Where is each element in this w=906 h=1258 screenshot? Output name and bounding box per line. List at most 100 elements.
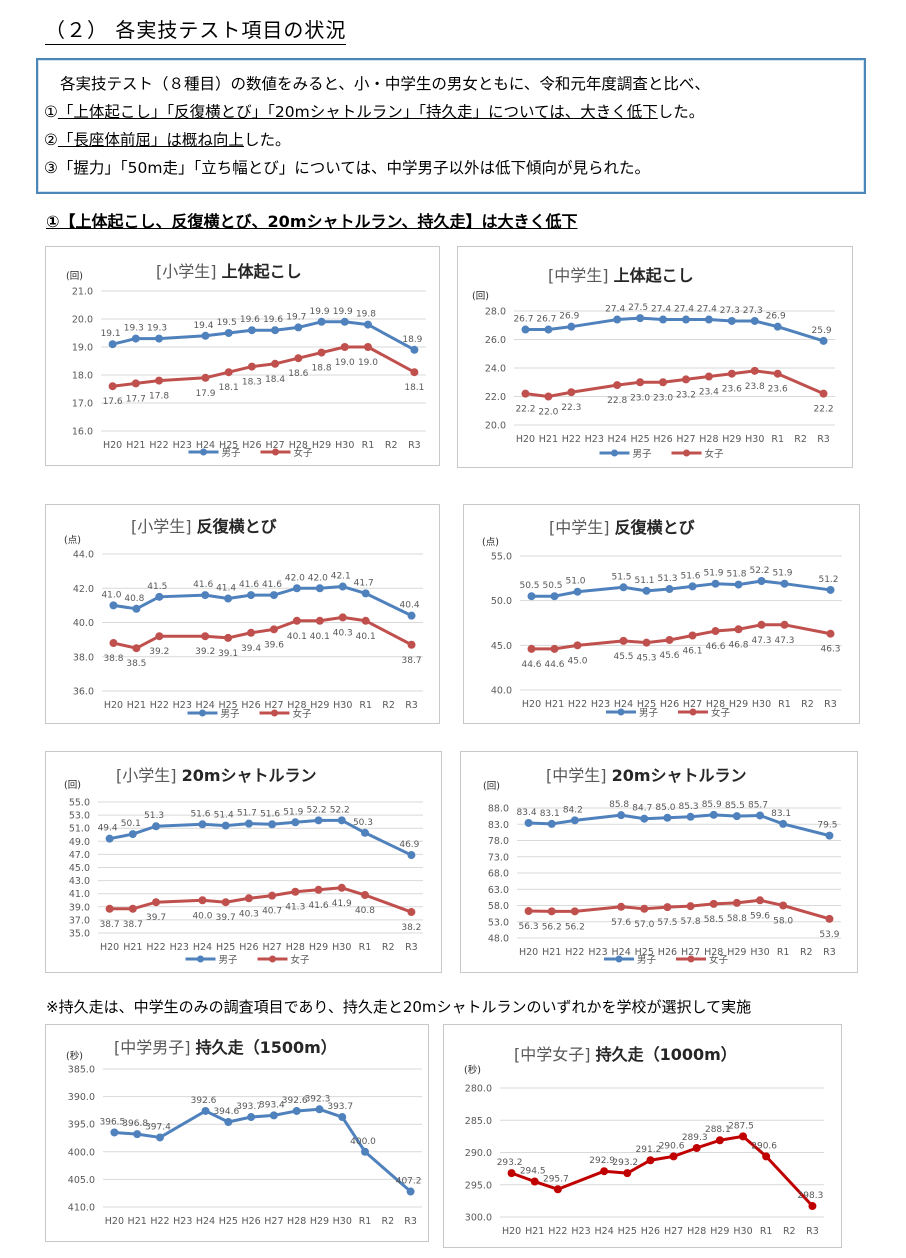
chart-panel-c2: [中学生] 上体起こし (回) 20.0 22.0 24.0 26.0 28.0 H20 H21… (457, 246, 853, 468)
summary-end: した。 (243, 131, 291, 149)
data-point (567, 322, 576, 331)
data-label: 400.0 (350, 1137, 376, 1147)
data-label: 27.4 (605, 305, 625, 315)
x-tick-label: H21 (127, 700, 146, 711)
chart-title-text: 上体起こし (614, 266, 694, 285)
legend-boys-marker (199, 709, 206, 717)
data-point (780, 579, 789, 588)
data-label: 41.6 (193, 580, 213, 590)
data-point (665, 635, 674, 644)
data-point (636, 378, 645, 387)
summary-line-1: 各実技テスト（８種目）の数値をみると、小・中学生の男女ともに、令和元年度調査と比… (60, 75, 710, 93)
data-point (407, 908, 416, 917)
data-label: 23.6 (768, 385, 788, 395)
data-point (247, 591, 256, 600)
y-tick-label: 49.0 (69, 837, 90, 848)
data-point (544, 392, 553, 401)
data-point (363, 343, 372, 351)
data-point (109, 639, 118, 648)
x-tick-label: H26 (658, 947, 677, 958)
data-label: 22.8 (607, 396, 627, 406)
data-label: 46.6 (705, 642, 725, 652)
data-point (221, 821, 230, 830)
data-label: 23.8 (745, 382, 765, 392)
data-point (155, 592, 164, 601)
data-point (547, 907, 556, 916)
y-unit-label: (回) (66, 271, 83, 282)
data-label: 18.8 (312, 364, 332, 374)
data-point (292, 584, 301, 593)
data-label: 18.4 (265, 375, 285, 385)
data-label: 397.4 (145, 1122, 171, 1132)
data-label: 19.9 (333, 307, 353, 317)
data-label: 38.7 (402, 656, 422, 666)
data-label: 56.2 (542, 922, 562, 932)
y-tick-label: 22.0 (485, 392, 506, 403)
y-tick-label: 285.0 (465, 1116, 492, 1127)
legend-girls-marker (687, 955, 695, 963)
legend-girls-marker (689, 708, 697, 716)
data-label: 293.2 (497, 1158, 523, 1168)
data-point (407, 640, 416, 649)
data-point (338, 613, 347, 622)
y-tick-label: 21.0 (72, 287, 93, 298)
x-tick-label: H20 (100, 942, 119, 953)
chart-title: [小学生] 上体起こし (156, 262, 302, 281)
data-label: 40.8 (124, 594, 144, 604)
y-tick-label: 400.0 (68, 1147, 95, 1158)
data-point (133, 1130, 142, 1139)
data-label: 41.4 (216, 584, 236, 594)
data-point (711, 579, 720, 588)
data-point (105, 834, 114, 843)
data-point (623, 1169, 632, 1178)
data-point (663, 813, 672, 822)
y-tick-label: 53.0 (69, 811, 90, 822)
x-tick-label: H22 (150, 1216, 169, 1227)
data-label: 52.2 (307, 805, 327, 815)
data-label: 19.1 (101, 329, 121, 339)
data-label: 40.0 (192, 911, 212, 921)
data-label: 47.3 (751, 636, 771, 646)
data-label: 23.4 (699, 388, 719, 398)
x-tick-label: H23 (585, 434, 604, 445)
x-tick-label: H30 (745, 434, 764, 445)
data-label: 27.3 (743, 306, 763, 316)
data-label: 38.7 (123, 920, 143, 930)
chart-panel-c3: [小学生] 反復横とび (点) 36.0 38.0 40.0 42.0 44.0 H20 H21… (45, 504, 440, 724)
legend-girls-marker (272, 448, 279, 456)
x-tick-label: H22 (562, 434, 581, 445)
data-point (617, 811, 626, 820)
summary-text: は概ね向上 (166, 131, 244, 149)
data-point (711, 627, 720, 636)
data-point (826, 629, 835, 638)
data-label: 53.9 (819, 930, 839, 940)
data-point (224, 633, 233, 642)
x-tick-label: H22 (146, 942, 165, 953)
data-point (553, 1185, 562, 1194)
data-point (570, 816, 579, 825)
data-label: 19.8 (356, 310, 376, 320)
y-tick-label: 40.0 (491, 686, 512, 697)
data-point (155, 1133, 164, 1142)
data-label: 298.3 (798, 1191, 824, 1201)
data-point (361, 1147, 370, 1156)
x-tick-label: R1 (359, 700, 372, 711)
data-point (819, 336, 828, 345)
x-tick-label: R1 (778, 699, 791, 710)
x-tick-label: R1 (362, 440, 375, 451)
data-point (521, 325, 530, 334)
data-label: 41.9 (332, 899, 352, 909)
data-point (294, 354, 303, 363)
y-tick-label: 63.0 (488, 885, 509, 896)
data-point (715, 1136, 724, 1145)
marker: ① (44, 103, 58, 121)
x-tick-label: R3 (817, 434, 830, 445)
x-tick-label: R2 (385, 440, 398, 451)
data-point (201, 373, 210, 382)
chart-title-text: 反復横とび (615, 518, 696, 537)
data-point (613, 315, 622, 324)
y-tick-label: 44.0 (73, 550, 94, 561)
x-tick-label: H21 (126, 440, 145, 451)
x-tick-label: H29 (312, 440, 331, 451)
data-label: 39.2 (149, 647, 169, 657)
